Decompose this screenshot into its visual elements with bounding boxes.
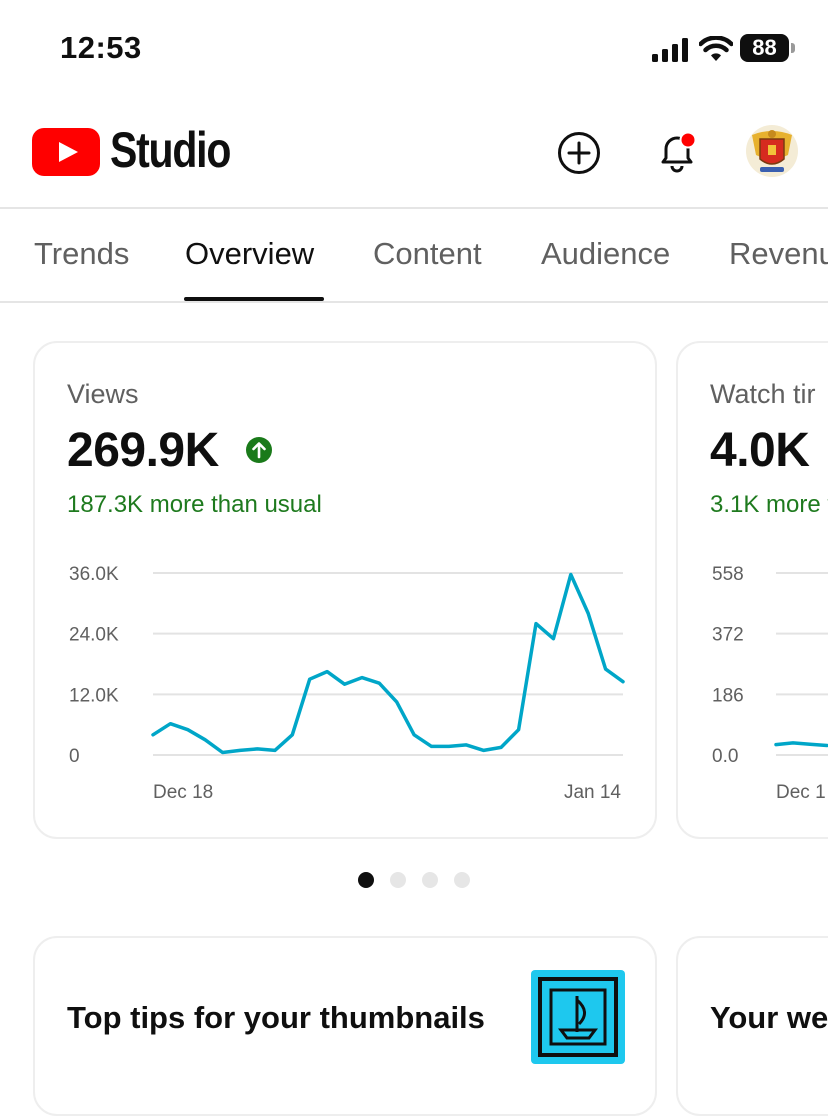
pagination-dot-4[interactable]: [454, 872, 470, 888]
y-tick-label: 24.0K: [69, 625, 119, 646]
cellular-signal-icon: [652, 38, 688, 62]
trend-up-icon: [246, 437, 272, 463]
y-tick-label: 372: [712, 625, 744, 646]
watch-time-delta: 3.1K more t: [710, 491, 828, 518]
series-line: [774, 741, 828, 748]
thumbnail-tips-card[interactable]: Top tips for your thumbnails: [33, 936, 657, 1116]
weekly-card-title: Your we: [710, 1000, 828, 1035]
status-time: 12:53: [60, 30, 142, 65]
y-tick-label: 186: [712, 685, 744, 706]
create-button[interactable]: [556, 130, 602, 176]
y-tick-label: 36.0K: [69, 564, 119, 585]
youtube-logo-icon[interactable]: [32, 128, 100, 176]
tab-content[interactable]: Content: [373, 236, 482, 271]
tabs-divider: [0, 301, 828, 303]
tab-active-indicator: [184, 297, 324, 301]
account-avatar[interactable]: [746, 125, 798, 177]
x-tick-label: Dec 18: [153, 782, 213, 803]
watch-time-label: Watch tir: [710, 379, 816, 409]
pagination-dot-3[interactable]: [422, 872, 438, 888]
tab-trends[interactable]: Trends: [34, 236, 130, 271]
y-tick-label: 558: [712, 564, 744, 585]
watch-time-value: 4.0K: [710, 424, 810, 477]
watch-time-card[interactable]: Watch tir 4.0K 3.1K more t 558 372 186 0.0 D…: [676, 341, 828, 839]
y-tick-label: 12.0K: [69, 685, 119, 706]
series-line: [151, 572, 625, 755]
app-title: Studio: [110, 122, 231, 178]
wifi-icon: [699, 36, 733, 61]
battery-level: 88: [740, 34, 789, 62]
views-label: Views: [67, 379, 139, 409]
tab-overview[interactable]: Overview: [185, 236, 315, 271]
thumbnail-image-icon: [531, 970, 625, 1064]
y-tick-label: 0.0: [712, 746, 738, 767]
notifications-bell-icon[interactable]: [654, 128, 700, 176]
views-delta: 187.3K more than usual: [67, 491, 322, 518]
x-tick-label: Jan 14: [564, 782, 621, 803]
views-card[interactable]: Views 269.9K 187.3K more than usual 36.0…: [33, 341, 657, 839]
x-tick-label: Dec 1: [776, 782, 826, 803]
header-divider: [0, 207, 828, 209]
weekly-card[interactable]: Your we: [676, 936, 828, 1116]
y-tick-label: 0: [69, 746, 80, 767]
tab-revenue[interactable]: Revenu: [729, 236, 828, 271]
watch-time-line-chart: 558 372 186 0.0 Dec 1: [712, 564, 828, 803]
tips-card-title: Top tips for your thumbnails: [67, 1000, 485, 1035]
pagination-dot-1[interactable]: [358, 872, 374, 888]
views-line-chart: 36.0K 24.0K 12.0K 0 Dec 18 Jan 14: [69, 564, 625, 803]
battery-icon: 88: [740, 34, 796, 64]
views-value: 269.9K: [67, 424, 219, 477]
tab-audience[interactable]: Audience: [541, 236, 671, 271]
pagination-dot-2[interactable]: [390, 872, 406, 888]
